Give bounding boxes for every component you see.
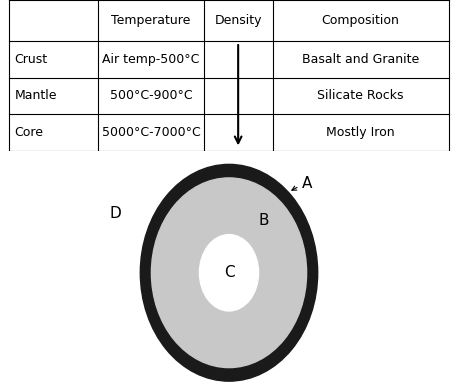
Text: C: C bbox=[224, 265, 234, 280]
Ellipse shape bbox=[152, 178, 306, 368]
Ellipse shape bbox=[140, 164, 318, 381]
Text: A: A bbox=[302, 176, 312, 191]
Ellipse shape bbox=[199, 235, 259, 311]
Text: Air temp-500°C: Air temp-500°C bbox=[103, 52, 200, 66]
Text: Silicate Rocks: Silicate Rocks bbox=[317, 90, 404, 102]
Text: Temperature: Temperature bbox=[111, 14, 191, 27]
Text: Mantle: Mantle bbox=[15, 90, 57, 102]
Text: Core: Core bbox=[15, 126, 44, 139]
Text: Composition: Composition bbox=[322, 14, 400, 27]
Text: Mostly Iron: Mostly Iron bbox=[327, 126, 395, 139]
Text: 5000°C-7000°C: 5000°C-7000°C bbox=[102, 126, 201, 139]
Text: Density: Density bbox=[214, 14, 262, 27]
Text: 500°C-900°C: 500°C-900°C bbox=[110, 90, 192, 102]
Text: B: B bbox=[259, 213, 269, 228]
Text: Crust: Crust bbox=[15, 52, 48, 66]
Text: Basalt and Granite: Basalt and Granite bbox=[302, 52, 420, 66]
Text: D: D bbox=[110, 206, 121, 221]
